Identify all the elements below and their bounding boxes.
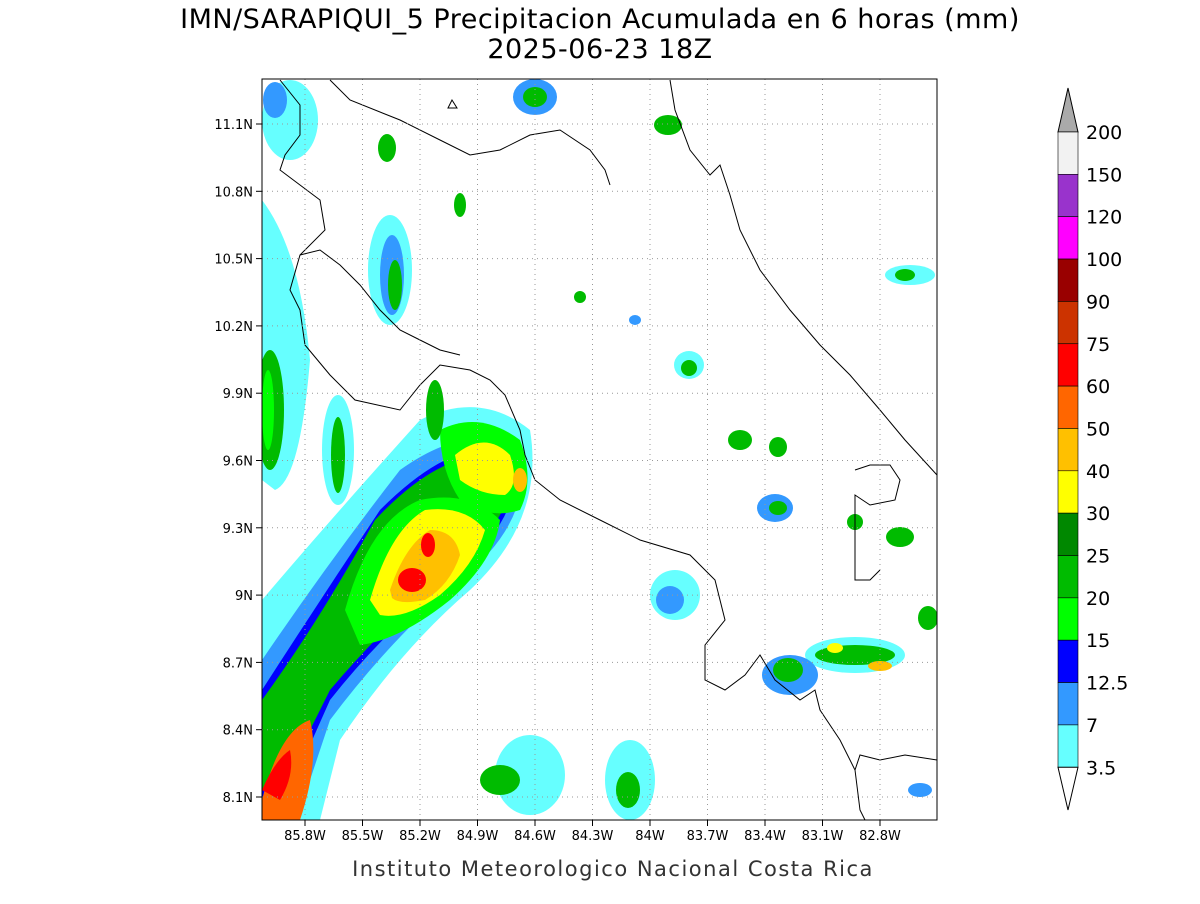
map-frame bbox=[261, 78, 938, 821]
lon-label: 85.5W bbox=[342, 829, 384, 844]
colorbar-swatch bbox=[1057, 724, 1079, 768]
colorbar-label: 120 bbox=[1086, 207, 1122, 229]
lat-label: 8.4N bbox=[223, 724, 253, 739]
colorbar-swatch bbox=[1057, 131, 1079, 175]
colorbar-swatch bbox=[1057, 301, 1079, 345]
coastlines bbox=[279, 79, 937, 820]
colorbar-swatch bbox=[1057, 174, 1079, 218]
colorbar-label: 12.5 bbox=[1086, 673, 1128, 695]
colorbar-swatch bbox=[1057, 639, 1079, 683]
colorbar-label: 60 bbox=[1086, 376, 1110, 398]
colorbar-label: 150 bbox=[1086, 164, 1122, 186]
lon-label: 83.7W bbox=[687, 829, 729, 844]
colorbar-swatch bbox=[1057, 343, 1079, 387]
colorbar-label: 75 bbox=[1086, 334, 1110, 356]
subtitle: 2025-06-23 18Z bbox=[487, 34, 712, 65]
lon-label: 83.4W bbox=[744, 829, 786, 844]
colorbar-label: 15 bbox=[1086, 630, 1110, 652]
lon-label: 85.8W bbox=[284, 829, 326, 844]
colorbar-swatch bbox=[1057, 258, 1079, 302]
precipitation-field bbox=[262, 79, 937, 820]
title: IMN/SARAPIQUI_5 Precipitacion Acumulada … bbox=[180, 4, 1020, 35]
lon-label: 84W bbox=[635, 829, 665, 844]
colorbar-label: 20 bbox=[1086, 588, 1110, 610]
colorbar-label: 200 bbox=[1086, 122, 1122, 144]
lon-label: 84.3W bbox=[572, 829, 614, 844]
colorbar-swatch bbox=[1057, 682, 1079, 726]
lon-label: 83.1W bbox=[802, 829, 844, 844]
graticule bbox=[262, 79, 937, 820]
lat-label: 8.1N bbox=[223, 791, 253, 806]
colorbar-label: 25 bbox=[1086, 546, 1110, 568]
lon-label: 85.2W bbox=[399, 829, 441, 844]
colorbar-swatch bbox=[1057, 428, 1079, 472]
colorbar-label: 3.5 bbox=[1086, 757, 1116, 779]
colorbar-swatch bbox=[1057, 597, 1079, 641]
lat-label: 9.3N bbox=[223, 522, 253, 537]
colorbar-swatch bbox=[1057, 385, 1079, 429]
colorbar-swatch bbox=[1057, 512, 1079, 556]
lon-label: 84.6W bbox=[514, 829, 556, 844]
axis-labels: 85.8W 85.5W 85.2W 84.9W 84.6W 84.3W 84W 83.7W 83… bbox=[214, 118, 901, 844]
colorbar-under bbox=[1057, 766, 1079, 811]
colorbar-label: 90 bbox=[1086, 291, 1110, 313]
lat-label: 9.9N bbox=[223, 387, 253, 402]
colorbar-swatch bbox=[1057, 216, 1079, 260]
lat-label: 11.1N bbox=[214, 118, 253, 133]
colorbar-label: 100 bbox=[1086, 249, 1122, 271]
lat-label: 8.7N bbox=[223, 656, 253, 671]
lon-label: 84.9W bbox=[457, 829, 499, 844]
lat-label: 9N bbox=[235, 589, 253, 604]
lat-label: 10.2N bbox=[214, 320, 253, 335]
colorbar-label: 50 bbox=[1086, 418, 1110, 440]
colorbar-label: 30 bbox=[1086, 503, 1110, 525]
colorbar-swatch bbox=[1057, 555, 1079, 599]
colorbar-over bbox=[1057, 87, 1079, 133]
lat-label: 10.5N bbox=[214, 253, 253, 268]
lat-label: 10.8N bbox=[214, 185, 253, 200]
lon-label: 82.8W bbox=[859, 829, 901, 844]
colorbar-label: 40 bbox=[1086, 461, 1110, 483]
colorbar-label: 7 bbox=[1086, 715, 1098, 737]
lat-label: 9.6N bbox=[223, 455, 253, 470]
footer: Instituto Meteorologico Nacional Costa R… bbox=[352, 857, 874, 881]
colorbar: 200 150 120 100 90 75 60 50 40 30 25 20 15 12.5 7 3.5 bbox=[1057, 87, 1128, 811]
colorbar-swatch bbox=[1057, 470, 1079, 514]
